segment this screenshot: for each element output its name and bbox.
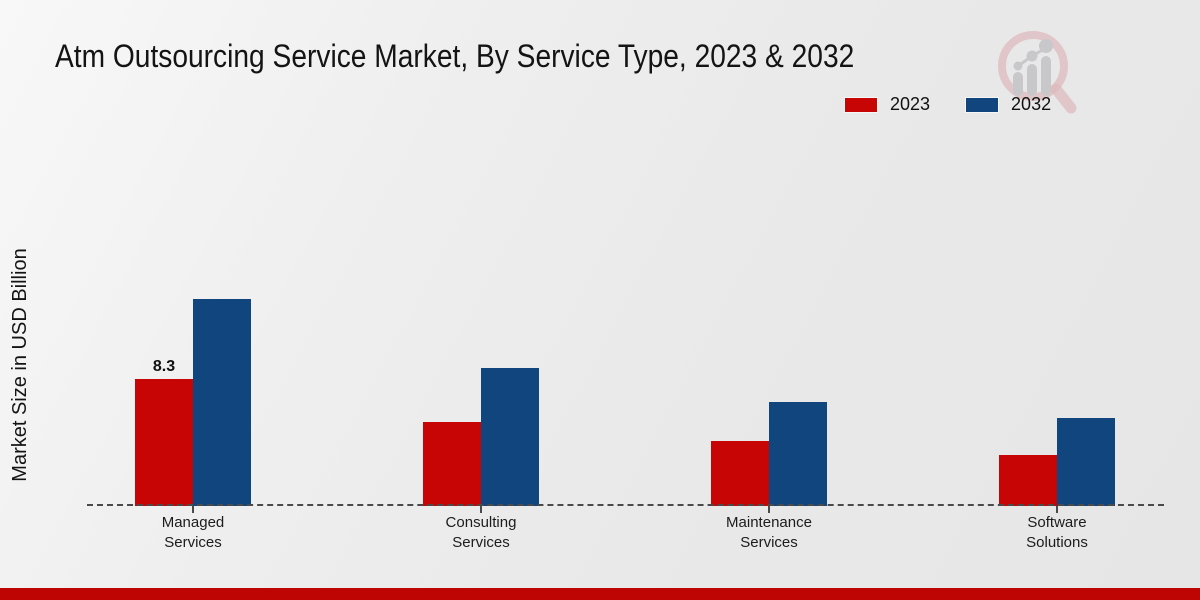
bar-2023-consulting-services (423, 422, 481, 506)
category-label-maintenance-services: Maintenance Services (726, 514, 812, 551)
category-label-consulting-services: Consulting Services (445, 514, 517, 551)
legend-label-2023: 2023 (890, 94, 931, 114)
x-axis-tick-consulting-services (480, 506, 482, 513)
x-axis-tick-maintenance-services (768, 506, 770, 513)
bar-2023-software-solutions (999, 455, 1057, 506)
bar-2023-managed-services (135, 379, 193, 506)
legend: 2023 2032 (845, 94, 1051, 115)
chart-title: Atm Outsourcing Service Market, By Servi… (55, 38, 855, 74)
legend-swatch-2023-icon (845, 97, 877, 112)
bottom-accent-bar (0, 588, 1200, 600)
x-axis-tick-managed-services (192, 506, 194, 513)
legend-item-2023: 2023 (845, 94, 930, 115)
bar-2023-maintenance-services (711, 441, 769, 506)
bar-2032-consulting-services (481, 368, 539, 506)
magnifier-bar-chart-logo-icon (998, 31, 1077, 114)
bar-2032-maintenance-services (769, 402, 827, 506)
category-label-managed-services: Managed Services (161, 514, 225, 551)
bar-2032-software-solutions (1057, 418, 1115, 506)
x-axis-tick-software-solutions (1056, 506, 1058, 513)
bar-value-label-2023-managed-services: 8.3 (152, 358, 176, 375)
legend-item-2032: 2032 (966, 94, 1051, 115)
x-axis-line (87, 504, 1164, 506)
category-label-software-solutions: Software Solutions (1026, 514, 1088, 551)
bar-2032-managed-services (193, 299, 251, 506)
legend-swatch-2032-icon (966, 97, 999, 112)
legend-label-2032: 2032 (1011, 94, 1052, 114)
